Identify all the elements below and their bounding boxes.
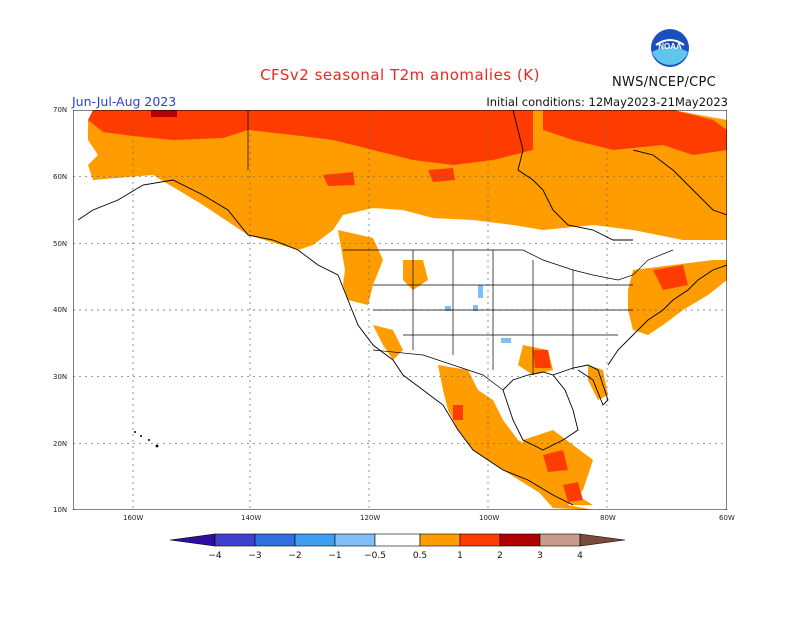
colorbar-label: 0.5	[413, 551, 427, 561]
lon-tick-160w: 160W	[123, 514, 144, 522]
lon-tick-100w: 100W	[479, 514, 500, 522]
logo-lettering: NOAA	[658, 42, 682, 51]
lat-tick-40n: 40N	[53, 306, 68, 314]
anomaly-very-warm	[151, 110, 177, 117]
lat-tick-30n: 30N	[53, 373, 68, 381]
lat-tick-20n: 20N	[53, 440, 68, 448]
lat-tick-60n: 60N	[53, 173, 68, 181]
island-dots	[134, 431, 159, 448]
colorbar-label: −1	[328, 551, 341, 561]
colorbar-seg-5	[334, 533, 376, 547]
colorbar-seg-9	[499, 533, 541, 547]
coastlines	[77, 109, 728, 506]
colorbar-seg-7	[419, 533, 461, 547]
colorbar-seg-2	[214, 533, 256, 547]
colorbar-label: 2	[497, 551, 503, 561]
colorbar: −4 −3 −2 −1 −0.5 0.5 1 2 3 4	[169, 532, 630, 572]
lat-tick-10n: 10N	[53, 506, 68, 514]
colorbar-seg-3	[254, 533, 296, 547]
colorbar-seg-8	[459, 533, 501, 547]
anomaly-map	[72, 109, 728, 511]
colorbar-label: −2	[288, 551, 301, 561]
colorbar-seg-10	[539, 533, 581, 547]
colorbar-seg-1	[169, 533, 216, 547]
anomaly-weak-cool	[445, 285, 511, 343]
anomaly-warm	[88, 110, 727, 502]
chart-title: CFSv2 seasonal T2m anomalies (K)	[260, 66, 540, 84]
lat-tick-70n: 70N	[53, 106, 68, 114]
lon-tick-140w: 140W	[241, 514, 262, 522]
lon-tick-60w: 60W	[719, 514, 735, 522]
lon-tick-120w: 120W	[360, 514, 381, 522]
political-borders	[247, 110, 674, 391]
colorbar-seg-4	[294, 533, 336, 547]
lat-tick-50n: 50N	[53, 240, 68, 248]
agency-label: NWS/NCEP/CPC	[612, 75, 717, 90]
initial-conditions: Initial conditions: 12May2023-21May2023	[486, 95, 728, 109]
colorbar-label: −0.5	[364, 551, 386, 561]
map-frame	[72, 109, 728, 511]
lon-tick-80w: 80W	[600, 514, 616, 522]
forecast-period: Jun-Jul-Aug 2023	[72, 94, 177, 109]
colorbar-label: −3	[248, 551, 261, 561]
noaa-logo-icon: NOAA	[650, 28, 690, 68]
colorbar-label: 3	[537, 551, 543, 561]
colorbar-seg-6	[374, 533, 421, 547]
colorbar-label: −4	[208, 551, 222, 561]
colorbar-label: 1	[457, 551, 463, 561]
colorbar-seg-11	[579, 533, 626, 547]
colorbar-label: 4	[577, 551, 583, 561]
